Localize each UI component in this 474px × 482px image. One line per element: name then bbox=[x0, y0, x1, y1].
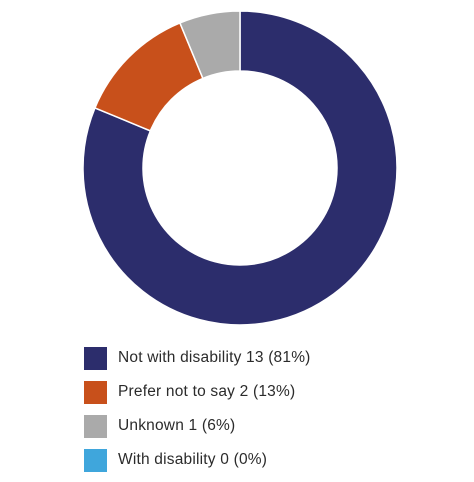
legend-label-unknown: Unknown 1 (6%) bbox=[118, 417, 236, 434]
legend-item-not-with-disability: Not with disability 13 (81%) bbox=[84, 346, 464, 370]
donut-chart bbox=[82, 10, 398, 326]
donut-slice-unknown bbox=[178, 10, 241, 80]
chart-legend: Not with disability 13 (81%) Prefer not … bbox=[84, 346, 464, 482]
donut-slice-not-with-disability bbox=[82, 10, 398, 326]
legend-label-with-disability: With disability 0 (0%) bbox=[118, 451, 268, 468]
donut-slices bbox=[82, 10, 398, 326]
legend-swatch-prefer-not-to-say bbox=[84, 380, 107, 404]
legend-swatch-with-disability bbox=[84, 448, 107, 472]
legend-item-prefer-not-to-say: Prefer not to say 2 (13%) bbox=[84, 380, 464, 404]
legend-label-not-with-disability: Not with disability 13 (81%) bbox=[118, 349, 311, 366]
legend-swatch-unknown bbox=[84, 414, 107, 438]
legend-label-prefer-not-to-say: Prefer not to say 2 (13%) bbox=[118, 383, 296, 400]
legend-swatch-not-with-disability bbox=[84, 346, 107, 370]
legend-item-unknown: Unknown 1 (6%) bbox=[84, 414, 464, 438]
legend-item-with-disability: With disability 0 (0%) bbox=[84, 448, 464, 472]
